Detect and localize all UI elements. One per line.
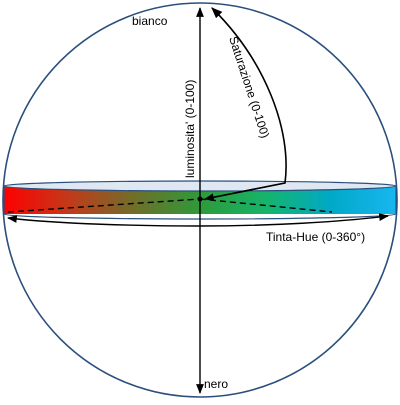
hue-arc-arrow [7, 213, 389, 227]
label-white: bianco [132, 14, 168, 28]
saturation-radius-arrow [204, 182, 286, 202]
label-lightness-axis: luminosita' (0-100) [183, 80, 197, 178]
hue-radius-left [7, 198, 201, 213]
sphere-outline [2, 2, 398, 398]
label-saturation: Saturazione (0-100) [226, 35, 272, 140]
center-point [197, 196, 203, 202]
hue-radius-right [199, 198, 333, 213]
label-black: nero [204, 377, 228, 391]
saturation-arc-arrow [204, 7, 287, 200]
label-hue: Tinta-Hue (0-360°) [266, 230, 365, 244]
